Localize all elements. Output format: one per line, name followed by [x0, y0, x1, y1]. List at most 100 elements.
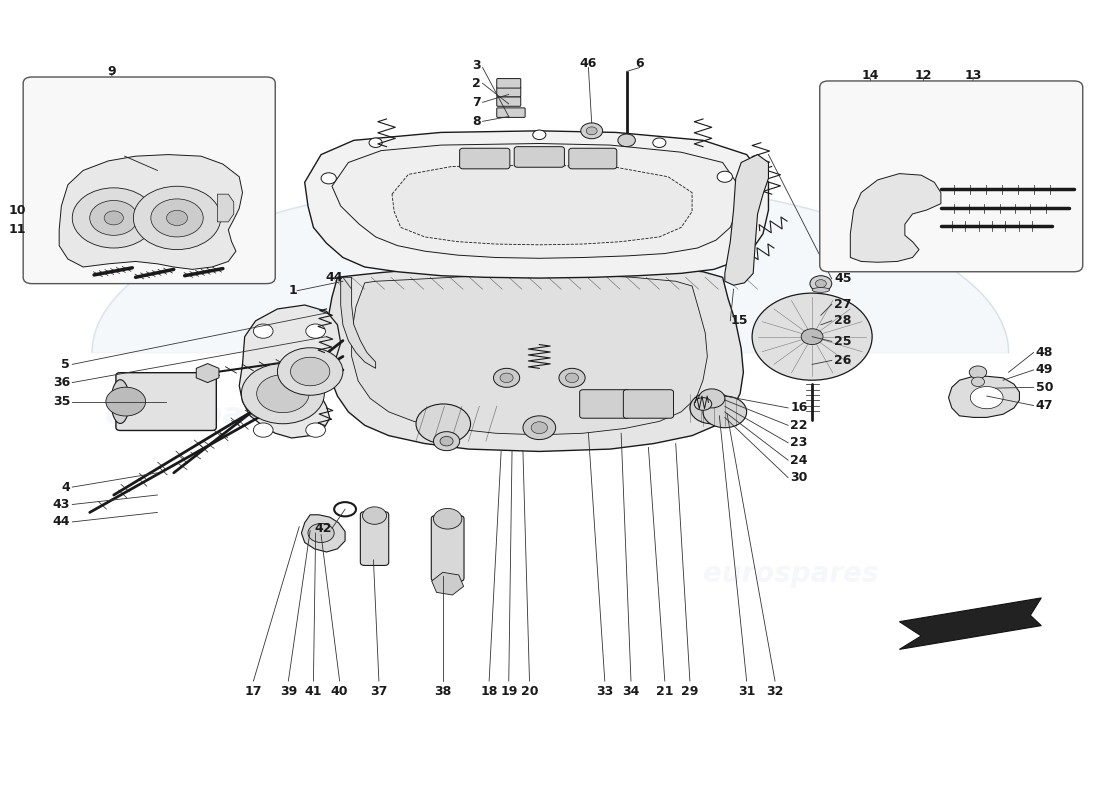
Text: 40: 40 [331, 685, 349, 698]
Polygon shape [341, 278, 375, 368]
Text: 44: 44 [53, 515, 70, 529]
Text: 26: 26 [834, 354, 851, 367]
Circle shape [166, 210, 187, 226]
Circle shape [133, 186, 221, 250]
Circle shape [306, 324, 326, 338]
Text: 15: 15 [730, 314, 748, 327]
Text: 3: 3 [472, 58, 481, 72]
Text: 42: 42 [315, 522, 332, 534]
Circle shape [241, 363, 324, 424]
Text: 31: 31 [738, 685, 756, 698]
Text: 39: 39 [279, 685, 297, 698]
Text: 34: 34 [623, 685, 640, 698]
Text: 7: 7 [472, 96, 481, 109]
Circle shape [586, 127, 597, 134]
Circle shape [815, 280, 826, 287]
Circle shape [363, 507, 386, 524]
Text: 23: 23 [790, 436, 807, 450]
Text: 29: 29 [681, 685, 698, 698]
Circle shape [690, 392, 734, 424]
Circle shape [253, 324, 273, 338]
Text: 37: 37 [371, 685, 387, 698]
Circle shape [694, 398, 712, 410]
Ellipse shape [970, 386, 1003, 409]
Text: 46: 46 [580, 57, 597, 70]
Circle shape [308, 523, 334, 542]
Text: 36: 36 [53, 376, 70, 389]
FancyBboxPatch shape [569, 148, 617, 169]
Text: 10: 10 [9, 203, 26, 217]
Circle shape [531, 422, 548, 434]
Circle shape [253, 423, 273, 438]
Circle shape [717, 171, 733, 182]
Text: 45: 45 [834, 272, 851, 286]
FancyBboxPatch shape [116, 373, 217, 430]
Circle shape [500, 373, 513, 382]
Polygon shape [301, 514, 345, 552]
Circle shape [433, 432, 460, 450]
Text: 18: 18 [481, 685, 498, 698]
Circle shape [581, 123, 603, 138]
Circle shape [971, 377, 984, 386]
Circle shape [256, 374, 309, 413]
Polygon shape [218, 194, 234, 222]
Polygon shape [900, 598, 1042, 650]
Text: 1: 1 [288, 284, 297, 298]
Text: 20: 20 [520, 685, 538, 698]
Text: 50: 50 [1036, 381, 1054, 394]
Circle shape [433, 509, 462, 529]
FancyBboxPatch shape [361, 512, 388, 566]
Circle shape [703, 396, 747, 428]
Text: 35: 35 [53, 395, 70, 408]
Text: 28: 28 [834, 314, 851, 327]
Text: 47: 47 [1036, 399, 1054, 412]
Text: eurospares: eurospares [703, 560, 878, 588]
FancyBboxPatch shape [624, 390, 673, 418]
Polygon shape [332, 143, 738, 258]
Circle shape [416, 404, 471, 443]
Circle shape [73, 188, 155, 248]
Circle shape [752, 293, 872, 380]
Circle shape [90, 201, 138, 235]
Circle shape [559, 368, 585, 387]
Text: 12: 12 [915, 69, 932, 82]
Text: 8: 8 [472, 115, 481, 128]
Text: 44: 44 [326, 270, 343, 284]
Circle shape [290, 358, 330, 386]
Polygon shape [305, 131, 769, 278]
Polygon shape [59, 154, 242, 270]
Text: 48: 48 [1036, 346, 1053, 359]
Text: 9: 9 [107, 65, 116, 78]
Text: 33: 33 [596, 685, 614, 698]
Circle shape [104, 211, 123, 225]
FancyBboxPatch shape [497, 78, 520, 88]
Ellipse shape [111, 380, 130, 423]
Circle shape [370, 138, 382, 147]
Text: 6: 6 [636, 57, 644, 70]
Text: 17: 17 [244, 685, 262, 698]
Text: 16: 16 [790, 402, 807, 414]
Circle shape [618, 134, 636, 146]
Circle shape [321, 173, 337, 184]
Text: 49: 49 [1036, 363, 1053, 377]
Text: eurospares: eurospares [508, 370, 701, 398]
FancyBboxPatch shape [514, 146, 564, 167]
Circle shape [801, 329, 823, 345]
Text: 38: 38 [434, 685, 452, 698]
FancyBboxPatch shape [497, 97, 520, 106]
Circle shape [494, 368, 519, 387]
Polygon shape [725, 154, 769, 286]
Ellipse shape [812, 287, 829, 292]
FancyBboxPatch shape [23, 77, 275, 284]
Text: 21: 21 [656, 685, 673, 698]
Circle shape [522, 416, 556, 439]
FancyBboxPatch shape [431, 515, 464, 582]
Circle shape [440, 437, 453, 446]
Polygon shape [352, 274, 707, 435]
FancyBboxPatch shape [497, 108, 525, 118]
Polygon shape [392, 165, 692, 245]
Polygon shape [850, 174, 940, 262]
Text: 11: 11 [9, 223, 26, 236]
Text: 32: 32 [767, 685, 783, 698]
FancyBboxPatch shape [820, 81, 1082, 272]
